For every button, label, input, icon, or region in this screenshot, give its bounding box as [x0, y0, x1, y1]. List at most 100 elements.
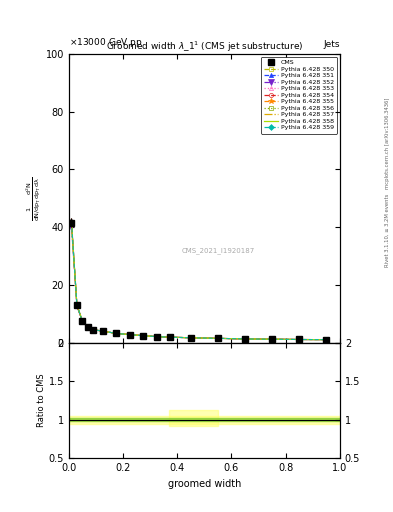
Pythia 6.428 356: [215, 335, 220, 342]
Pythia 6.428 357: [114, 330, 119, 336]
Pythia 6.428 354: [100, 328, 105, 334]
Pythia 6.428 353: [270, 336, 274, 343]
Pythia 6.428 359: [324, 336, 329, 343]
Pythia 6.428 354: [215, 335, 220, 342]
Pythia 6.428 356: [127, 331, 132, 337]
Pythia 6.428 357: [91, 327, 95, 333]
Pythia 6.428 350: [127, 331, 132, 337]
Pythia 6.428 353: [85, 324, 90, 330]
Pythia 6.428 359: [141, 333, 146, 339]
Pythia 6.428 355: [127, 331, 132, 337]
Pythia 6.428 351: [324, 336, 329, 343]
Pythia 6.428 350: [242, 336, 248, 342]
Pythia 6.428 356: [141, 333, 146, 339]
Pythia 6.428 352: [100, 328, 105, 334]
Line: Pythia 6.428 351: Pythia 6.428 351: [70, 219, 329, 342]
Y-axis label: Ratio to CMS: Ratio to CMS: [37, 374, 46, 428]
Pythia 6.428 355: [168, 334, 173, 340]
Pythia 6.428 354: [85, 324, 90, 330]
Pythia 6.428 357: [141, 333, 146, 339]
Pythia 6.428 359: [85, 324, 90, 330]
Pythia 6.428 351: [80, 318, 85, 324]
Line: Pythia 6.428 356: Pythia 6.428 356: [70, 220, 329, 342]
Text: $\times$13000 GeV pp: $\times$13000 GeV pp: [69, 36, 142, 49]
Pythia 6.428 356: [154, 333, 159, 339]
Pythia 6.428 350: [324, 336, 329, 343]
Pythia 6.428 351: [69, 218, 74, 224]
Pythia 6.428 352: [154, 333, 159, 339]
Pythia 6.428 354: [168, 334, 173, 340]
Pythia 6.428 355: [80, 318, 85, 324]
Pythia 6.428 350: [215, 335, 220, 342]
Pythia 6.428 353: [242, 336, 248, 342]
Pythia 6.428 354: [114, 330, 119, 336]
Pythia 6.428 359: [297, 336, 302, 343]
Pythia 6.428 351: [75, 302, 79, 308]
Pythia 6.428 353: [69, 219, 74, 225]
Pythia 6.428 353: [91, 327, 95, 333]
Pythia 6.428 353: [189, 335, 193, 341]
Pythia 6.428 355: [154, 333, 159, 339]
Pythia 6.428 359: [168, 334, 173, 340]
Pythia 6.428 354: [75, 302, 79, 308]
Pythia 6.428 356: [80, 318, 85, 324]
Pythia 6.428 351: [141, 333, 146, 339]
Pythia 6.428 351: [127, 331, 132, 337]
Pythia 6.428 359: [215, 335, 220, 342]
Pythia 6.428 352: [69, 224, 74, 230]
Text: Rivet 3.1.10, ≥ 3.2M events: Rivet 3.1.10, ≥ 3.2M events: [385, 194, 389, 267]
Pythia 6.428 350: [270, 336, 274, 343]
Pythia 6.428 352: [270, 336, 274, 343]
Pythia 6.428 353: [297, 336, 302, 343]
Pythia 6.428 358: [215, 335, 220, 342]
Pythia 6.428 358: [154, 333, 159, 339]
Pythia 6.428 352: [242, 336, 248, 342]
Pythia 6.428 357: [324, 336, 329, 343]
Pythia 6.428 356: [91, 327, 95, 333]
Bar: [69, 418, 340, 421]
Y-axis label: $\mathregular{\frac{1}{\mathrm{d}N / \mathrm{d}p_T} \frac{\mathrm{d}^2N}{\mathrm: $\mathregular{\frac{1}{\mathrm{d}N / \ma…: [24, 176, 43, 221]
Pythia 6.428 354: [324, 336, 329, 343]
Pythia 6.428 355: [189, 335, 193, 341]
Pythia 6.428 359: [80, 318, 85, 324]
Pythia 6.428 354: [242, 336, 248, 342]
Pythia 6.428 356: [270, 336, 274, 343]
Pythia 6.428 359: [127, 331, 132, 337]
Pythia 6.428 358: [114, 330, 119, 336]
Line: Pythia 6.428 357: Pythia 6.428 357: [72, 223, 326, 339]
Pythia 6.428 350: [114, 330, 119, 336]
Line: Pythia 6.428 352: Pythia 6.428 352: [69, 224, 329, 343]
Pythia 6.428 353: [75, 302, 79, 308]
Pythia 6.428 359: [189, 335, 193, 341]
Pythia 6.428 350: [69, 220, 74, 226]
Pythia 6.428 359: [69, 219, 74, 225]
Pythia 6.428 358: [69, 220, 74, 226]
Pythia 6.428 352: [127, 331, 132, 337]
Pythia 6.428 353: [80, 318, 85, 324]
Pythia 6.428 358: [75, 302, 79, 308]
Pythia 6.428 355: [242, 336, 248, 342]
Pythia 6.428 352: [75, 303, 79, 309]
Legend: CMS, Pythia 6.428 350, Pythia 6.428 351, Pythia 6.428 352, Pythia 6.428 353, Pyt: CMS, Pythia 6.428 350, Pythia 6.428 351,…: [261, 57, 337, 134]
Pythia 6.428 350: [80, 318, 85, 324]
Pythia 6.428 355: [91, 327, 95, 333]
Pythia 6.428 354: [154, 333, 159, 339]
X-axis label: groomed width: groomed width: [168, 479, 241, 488]
Bar: [69, 416, 340, 423]
Pythia 6.428 350: [75, 302, 79, 308]
Pythia 6.428 355: [141, 333, 146, 339]
Pythia 6.428 358: [91, 327, 95, 333]
Pythia 6.428 359: [114, 330, 119, 336]
Pythia 6.428 359: [270, 336, 274, 343]
Pythia 6.428 352: [141, 333, 146, 339]
Pythia 6.428 354: [91, 327, 95, 333]
Line: Pythia 6.428 359: Pythia 6.428 359: [70, 220, 329, 342]
Pythia 6.428 357: [242, 336, 248, 342]
Pythia 6.428 353: [127, 331, 132, 337]
Pythia 6.428 352: [215, 335, 220, 342]
Text: mcplots.cern.ch [arXiv:1306.3436]: mcplots.cern.ch [arXiv:1306.3436]: [385, 98, 389, 189]
Line: Pythia 6.428 350: Pythia 6.428 350: [70, 221, 329, 342]
Pythia 6.428 357: [69, 220, 74, 226]
Pythia 6.428 354: [189, 335, 193, 341]
Pythia 6.428 353: [324, 336, 329, 343]
